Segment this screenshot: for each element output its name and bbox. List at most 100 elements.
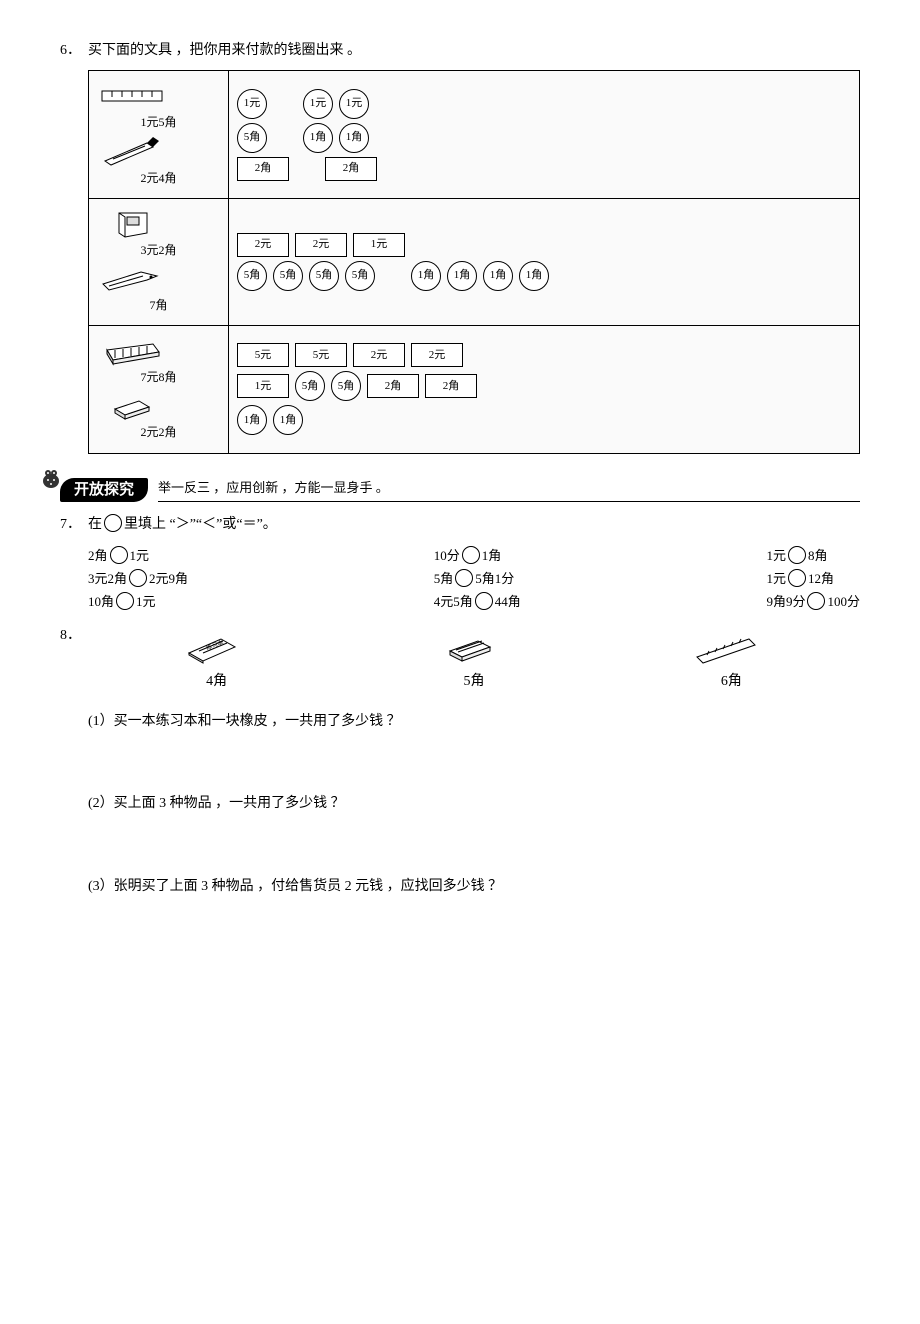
coin-token: 1角 <box>339 123 369 153</box>
money-cell: 1元1元1元5角1角1角2角2角 <box>229 71 860 198</box>
money-row: 5元5元2元2元 <box>237 343 851 367</box>
section-sub: 举一反三 ，应用创新 ，方能一显身手 。 <box>158 478 860 502</box>
bug-icon <box>38 466 64 492</box>
q7-column: 2角1元3元2角2元9角10角1元 <box>88 544 188 614</box>
question-7: 7． 在里填上 “＞”“＜”或“＝”。 2角1元3元2角2元9角10角1元10分… <box>60 514 860 615</box>
section-header: 开放探究 举一反三 ，应用创新 ，方能一显身手 。 <box>60 478 860 502</box>
q8-shop-row: 练习本4角5角6角 <box>88 633 860 693</box>
q7-grid: 2角1元3元2角2元9角10角1元10分1角5角5角1分4元5角44角1元8角1… <box>88 544 860 614</box>
notebook-icon <box>97 209 220 239</box>
right-value: 2元9角 <box>149 571 188 586</box>
blank-circle-icon <box>462 546 480 564</box>
ruler-icon <box>97 81 220 111</box>
item-notebook: 3元2角 <box>97 209 220 260</box>
money-row: 5角5角5角5角1角1角1角1角 <box>237 261 851 291</box>
left-value: 1元 <box>766 571 786 586</box>
q6-number: 6． <box>60 40 88 454</box>
blank-circle-icon <box>807 592 825 610</box>
pen-icon <box>97 137 220 167</box>
ruler2-icon <box>691 633 771 667</box>
left-value: 10分 <box>434 548 460 563</box>
comparison-line: 1元12角 <box>766 569 860 590</box>
money-row: 1元5角5角2角2角 <box>237 371 851 401</box>
item-price: 3元2角 <box>97 241 220 260</box>
left-value: 2角 <box>88 548 108 563</box>
item-price: 7角 <box>97 296 220 315</box>
money-row: 5角1角1角 <box>237 123 851 153</box>
q7-number: 7． <box>60 514 88 615</box>
items-cell: 1元5角 2元4角 <box>89 71 229 198</box>
shop-item-ruler2: 6角 <box>691 633 771 693</box>
bill-token: 2角 <box>325 157 377 181</box>
blank-circle-icon <box>110 546 128 564</box>
bill-token: 1元 <box>353 233 405 257</box>
shop-price: 4角 <box>177 671 257 693</box>
right-value: 44角 <box>495 594 521 609</box>
coin-token: 1角 <box>411 261 441 291</box>
right-value: 1元 <box>136 594 156 609</box>
section-badge: 开放探究 <box>60 478 148 502</box>
shop-price: 6角 <box>691 671 771 693</box>
money-cell: 2元2元1元5角5角5角5角1角1角1角1角 <box>229 198 860 325</box>
shop-item-workbook: 练习本 4角 <box>177 633 257 693</box>
bill-token: 2元 <box>353 343 405 367</box>
bill-token: 2角 <box>237 157 289 181</box>
coin-token: 1角 <box>237 405 267 435</box>
comparison-line: 1元 8角 <box>766 546 860 567</box>
item-ruler: 1元5角 <box>97 81 220 132</box>
comparison-line: 4元5角 44角 <box>434 592 521 613</box>
money-cell: 5元5元2元2元 1元5角5角2角2角 1角1角 <box>229 326 860 453</box>
blank-circle-icon <box>475 592 493 610</box>
left-value: 10角 <box>88 594 114 609</box>
bill-token: 2元 <box>411 343 463 367</box>
money-row: 1角1角 <box>237 405 851 435</box>
eraser-icon <box>97 391 220 421</box>
sub-question-text: (1）买一本练习本和一块橡皮 ，一共用了多少钱 ？ <box>88 714 401 729</box>
left-value: 4元5角 <box>434 594 473 609</box>
sub-question: (3）张明买了上面 3 种物品 ，付给售货员 2 元钱 ，应找回多少钱 ？ <box>88 876 860 898</box>
workbook-icon: 练习本 <box>177 633 257 667</box>
coin-token: 5角 <box>237 123 267 153</box>
bill-token: 2元 <box>295 233 347 257</box>
q6-intro: 买下面的文具 ，把你用来付款的钱圈出来 。 <box>88 40 860 62</box>
question-6: 6． 买下面的文具 ，把你用来付款的钱圈出来 。 1元5角2元4角1元1元1元5… <box>60 40 860 454</box>
comparison-line: 9角9分100分 <box>766 592 860 613</box>
q8-number: 8． <box>60 625 88 919</box>
comparison-line: 10分 1角 <box>434 546 521 567</box>
coin-token: 5角 <box>331 371 361 401</box>
coin-token: 1元 <box>339 89 369 119</box>
coin-token: 5角 <box>309 261 339 291</box>
items-cell: 3元2角 7角 <box>89 198 229 325</box>
item-price: 2元4角 <box>97 169 220 188</box>
right-value: 8角 <box>808 548 828 563</box>
sub-question-text: (3）张明买了上面 3 种物品 ，付给售货员 2 元钱 ，应找回多少钱 ？ <box>88 879 502 894</box>
coin-token: 5角 <box>273 261 303 291</box>
right-value: 5角1分 <box>475 571 514 586</box>
bill-token: 1元 <box>237 374 289 398</box>
item-price: 2元2角 <box>97 423 220 442</box>
comparison-line: 10角 1元 <box>88 592 188 613</box>
coin-token: 1角 <box>483 261 513 291</box>
blank-circle-icon <box>455 569 473 587</box>
sub-question: (2）买上面 3 种物品 ，一共用了多少钱 ？ <box>88 793 860 815</box>
right-value: 100分 <box>827 594 860 609</box>
coin-token: 5角 <box>345 261 375 291</box>
coin-token: 1元 <box>237 89 267 119</box>
right-value: 1元 <box>130 548 150 563</box>
bill-token: 5元 <box>295 343 347 367</box>
left-value: 1元 <box>766 548 786 563</box>
coin-token: 1角 <box>447 261 477 291</box>
q7-column: 10分1角5角5角1分4元5角44角 <box>434 544 521 614</box>
eraser2-icon <box>434 633 514 667</box>
coin-token: 1角 <box>519 261 549 291</box>
coin-token: 5角 <box>295 371 325 401</box>
item-price: 1元5角 <box>97 113 220 132</box>
q7-intro: 在里填上 “＞”“＜”或“＝”。 <box>88 514 860 536</box>
item-eraser: 2元2角 <box>97 391 220 442</box>
q7-intro-a: 在 <box>88 517 102 532</box>
sub-question-text: (2）买上面 3 种物品 ，一共用了多少钱 ？ <box>88 796 345 811</box>
left-value: 3元2角 <box>88 571 127 586</box>
comparison-line: 2角 1元 <box>88 546 188 567</box>
money-row: 2元2元1元 <box>237 233 851 257</box>
right-value: 1角 <box>482 548 502 563</box>
